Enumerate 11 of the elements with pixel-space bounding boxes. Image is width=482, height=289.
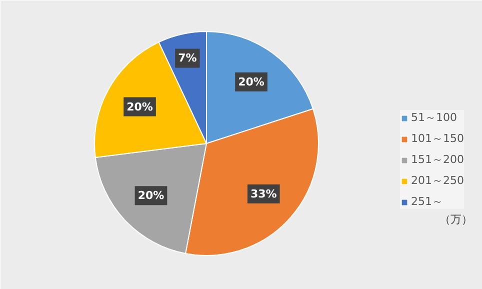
text: （万） [440,213,472,226]
data-label: 20% [138,189,164,202]
data-label: 33% [250,187,277,200]
legend-label: 151～200 [411,152,464,167]
data-label: 7% [178,52,197,65]
data-label: 20% [126,100,153,114]
data-label: 20% [238,75,264,88]
legend-label: 101～150 [411,131,464,146]
legend-label: 51～100 [411,110,457,125]
legend-label: 201～250 [411,173,464,188]
legend-label: 251～ [411,194,443,209]
